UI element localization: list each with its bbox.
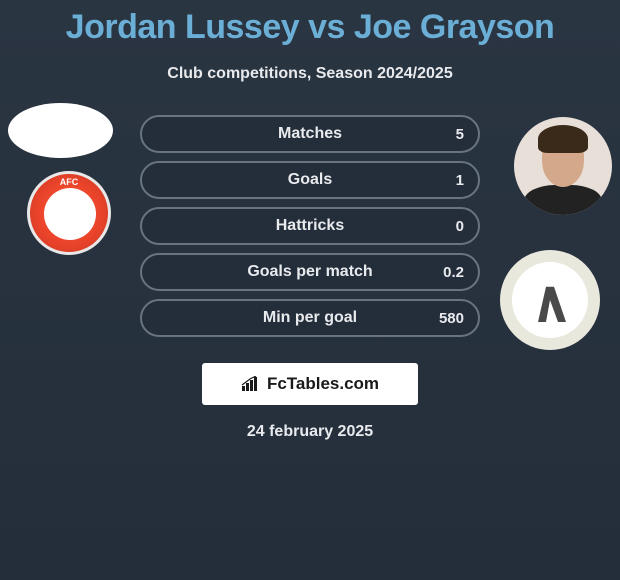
stat-row-matches: Matches 5: [140, 115, 480, 153]
stat-row-goals: Goals 1: [140, 161, 480, 199]
stat-row-min-per-goal: Min per goal 580: [140, 299, 480, 337]
stats-area: AFC Matches 5 Goals 1 Hattricks 0 Goals …: [0, 115, 620, 345]
stat-value-right: 0: [456, 218, 464, 235]
player-right-photo: [514, 117, 612, 215]
club-badge-left-text: AFC: [30, 177, 108, 187]
stat-label: Goals per match: [247, 263, 372, 281]
player-right-club-badge: [500, 250, 600, 350]
player-left-club-badge: AFC: [18, 171, 120, 255]
watermark-text: FcTables.com: [267, 374, 379, 394]
stat-label: Min per goal: [263, 309, 357, 327]
stat-value-right: 580: [439, 310, 464, 327]
subtitle: Club competitions, Season 2024/2025: [0, 65, 620, 83]
player-left-photo: [8, 103, 113, 158]
bar-chart-icon: [241, 376, 261, 392]
stat-value-right: 1: [456, 172, 464, 189]
date-label: 24 february 2025: [0, 423, 620, 441]
stat-value-right: 5: [456, 126, 464, 143]
stat-value-right: 0.2: [443, 264, 464, 281]
stat-label: Goals: [288, 171, 332, 189]
stat-rows: Matches 5 Goals 1 Hattricks 0 Goals per …: [140, 115, 480, 345]
stat-label: Matches: [278, 125, 342, 143]
stat-label: Hattricks: [276, 217, 344, 235]
watermark[interactable]: FcTables.com: [202, 363, 418, 405]
page-title: Jordan Lussey vs Joe Grayson: [0, 0, 620, 47]
stat-row-hattricks: Hattricks 0: [140, 207, 480, 245]
stat-row-goals-per-match: Goals per match 0.2: [140, 253, 480, 291]
